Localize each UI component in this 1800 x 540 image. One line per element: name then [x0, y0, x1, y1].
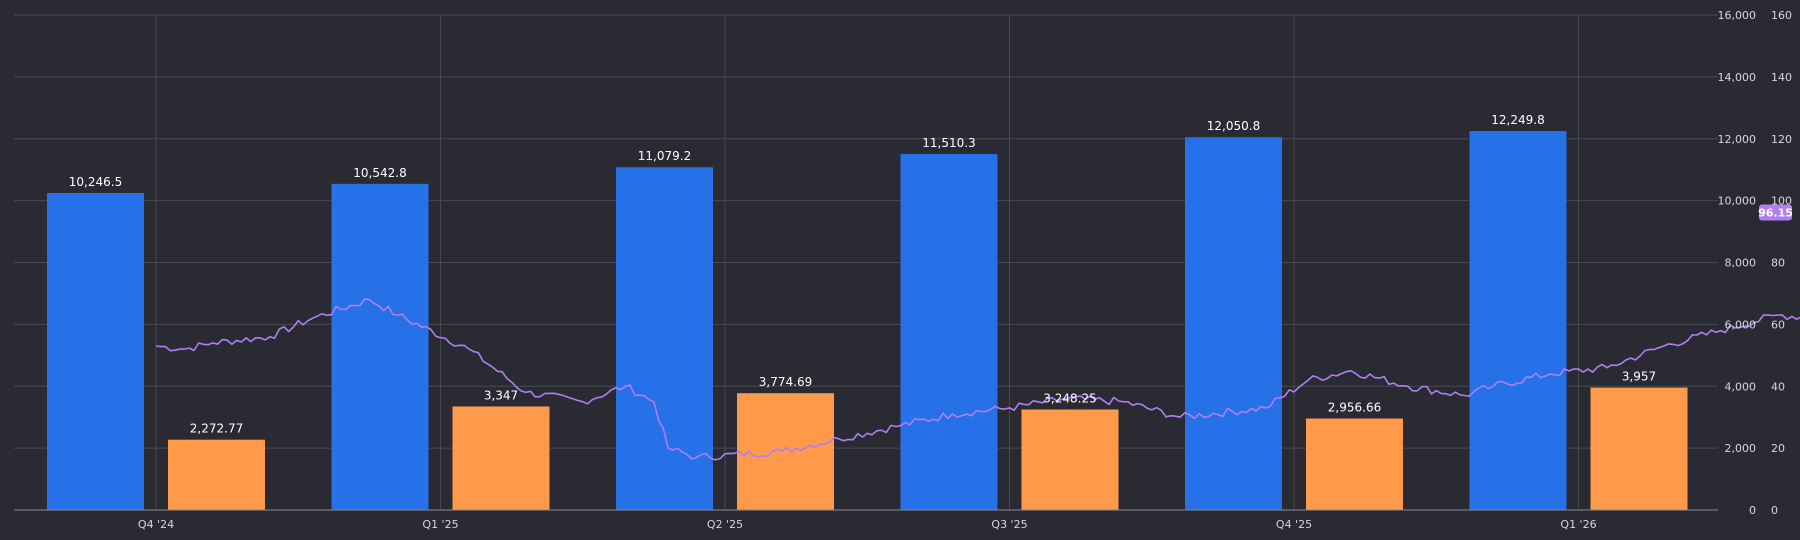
bar-orange — [1306, 418, 1403, 510]
bar-blue — [616, 167, 713, 510]
left-axis-tick-label: 16,000 — [1718, 9, 1757, 22]
bar-value-label: 3,248.25 — [1043, 392, 1096, 406]
right-axis-tick-label: 140 — [1771, 71, 1792, 84]
bar-value-label: 10,542.8 — [353, 166, 406, 180]
data-labels: 10,246.5 10,542.8 11,079.2 11,510.3 12,050.8… — [69, 113, 1656, 436]
bar-value-label: 3,774.69 — [759, 375, 812, 389]
x-axis-tick-label: Q4 '24 — [138, 518, 174, 531]
price-line — [155, 298, 1800, 461]
left-axis-tick-label: 6,000 — [1725, 318, 1757, 331]
x-axis-tick-label: Q2 '25 — [707, 518, 743, 531]
x-axis-tick-label: Q1 '26 — [1560, 518, 1596, 531]
bar-value-label: 3,347 — [484, 388, 518, 402]
axes: 0 2,000 4,000 6,000 8,000 10,000 12,000 14,000 1… — [14, 9, 1793, 531]
right-axis-tick-label: 0 — [1771, 504, 1778, 517]
left-axis-tick-label: 12,000 — [1718, 133, 1757, 146]
bar-value-label: 11,510.3 — [922, 136, 975, 150]
bar-series — [47, 131, 1688, 511]
right-axis-tick-label: 120 — [1771, 133, 1792, 146]
bar-value-label: 2,272.77 — [190, 422, 243, 436]
grid-lines — [14, 14, 1718, 510]
bar-orange — [168, 439, 265, 510]
bar-value-label: 2,956.66 — [1328, 401, 1381, 415]
right-axis-tick-label: 160 — [1771, 9, 1792, 22]
bar-orange — [1590, 387, 1688, 510]
line-series — [155, 298, 1800, 461]
right-axis-tick-label: 20 — [1771, 442, 1785, 455]
x-axis-tick-label: Q3 '25 — [991, 518, 1027, 531]
bar-value-label: 12,050.8 — [1207, 119, 1260, 133]
left-axis-tick-label: 2,000 — [1725, 442, 1757, 455]
bar-blue — [331, 183, 429, 510]
last-value-badge — [1759, 204, 1792, 221]
bar-orange — [452, 406, 550, 510]
right-axis-tick-label: 80 — [1771, 257, 1785, 270]
right-axis-tick-label: 40 — [1771, 380, 1785, 393]
x-axis-tick-label: Q4 '25 — [1276, 518, 1312, 531]
x-axis-tick-label: Q1 '25 — [422, 518, 458, 531]
bar-value-label: 10,246.5 — [69, 175, 122, 189]
last-value-label: 96.15 — [1758, 207, 1793, 220]
bar-value-label: 12,249.8 — [1491, 113, 1544, 127]
bar-blue — [1185, 137, 1282, 510]
bar-orange — [737, 393, 834, 510]
right-axis-tick-label: 60 — [1771, 318, 1785, 331]
bar-blue — [47, 192, 144, 510]
left-axis-tick-label: 14,000 — [1718, 71, 1757, 84]
left-axis-tick-label: 8,000 — [1725, 257, 1757, 270]
right-axis-tick-label: 100 — [1771, 195, 1792, 208]
bar-orange — [1021, 409, 1119, 510]
bar-blue — [900, 153, 998, 511]
left-axis-tick-label: 0 — [1749, 504, 1756, 517]
left-axis-tick-label: 10,000 — [1718, 195, 1757, 208]
bar-value-label: 11,079.2 — [638, 149, 691, 163]
bar-value-label: 3,957 — [1622, 370, 1656, 384]
left-axis-tick-label: 4,000 — [1725, 380, 1757, 393]
bar-blue — [1469, 131, 1567, 510]
